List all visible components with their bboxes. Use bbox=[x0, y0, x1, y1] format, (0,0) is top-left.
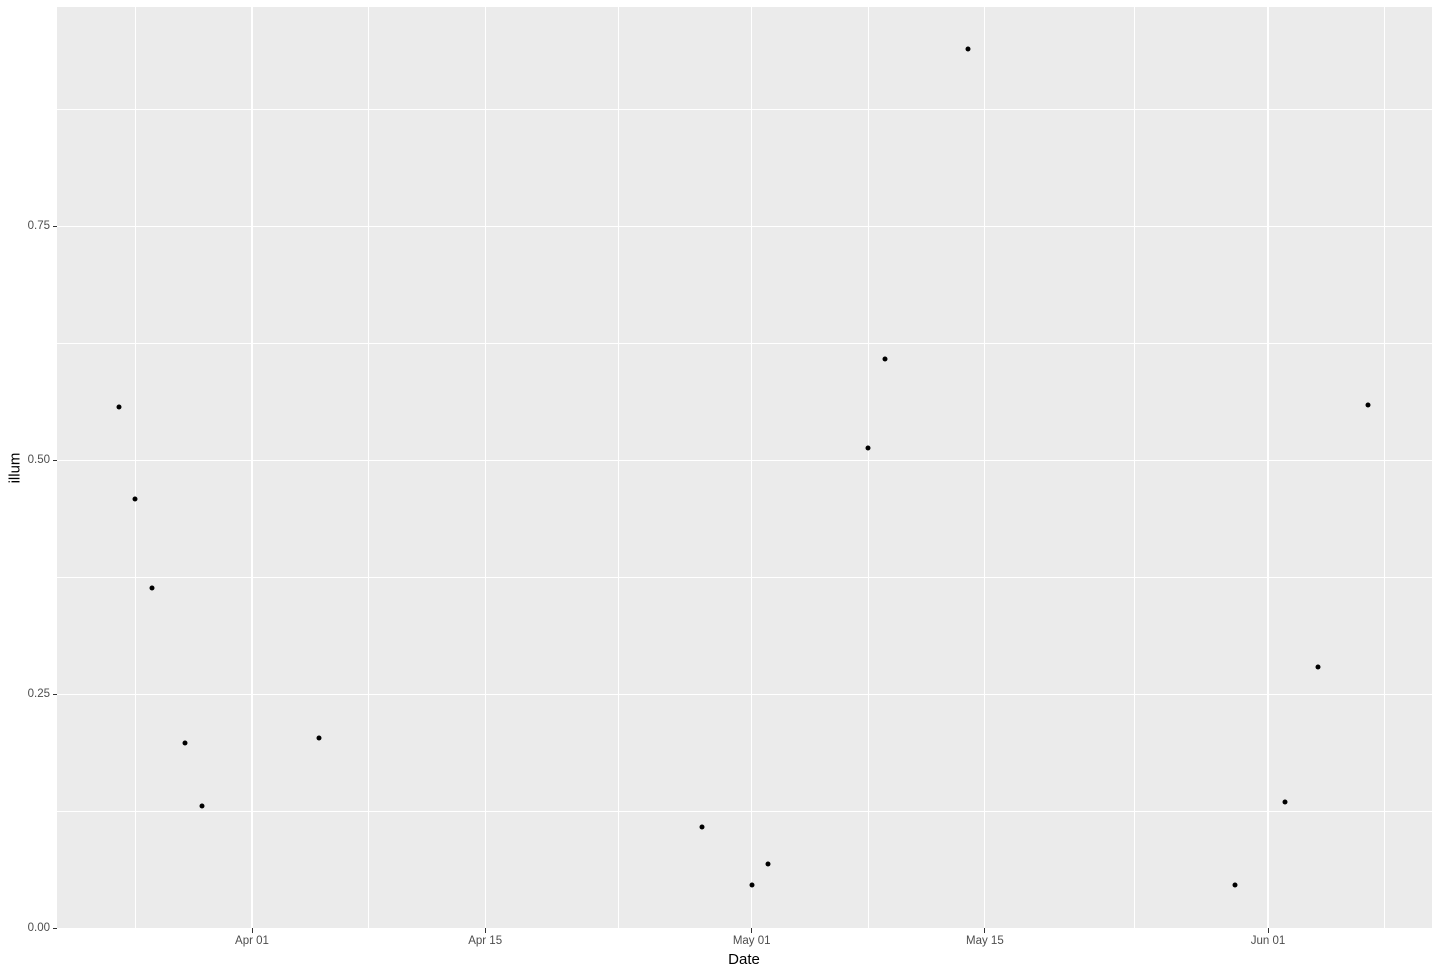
y-major-gridline bbox=[57, 693, 1432, 696]
data-point bbox=[965, 46, 971, 52]
x-tick-label: Jun 01 bbox=[1250, 935, 1286, 947]
x-tick-label: Apr 15 bbox=[468, 935, 503, 947]
y-tick-label: 0.25 bbox=[27, 688, 50, 701]
x-tick-mark bbox=[984, 928, 986, 933]
y-major-gridline bbox=[57, 226, 1432, 228]
data-point bbox=[1232, 882, 1238, 888]
x-tick-mark bbox=[1267, 928, 1269, 933]
y-tick-mark bbox=[52, 694, 57, 696]
y-tick-mark bbox=[52, 928, 57, 930]
y-minor-gridline bbox=[57, 577, 1432, 578]
data-point bbox=[699, 824, 705, 830]
data-point bbox=[882, 356, 888, 362]
y-tick-mark bbox=[52, 460, 57, 462]
x-minor-gridline bbox=[135, 7, 136, 928]
x-major-gridline bbox=[751, 7, 753, 928]
y-tick-label: 0.75 bbox=[27, 220, 50, 233]
x-axis-title: Date bbox=[728, 951, 760, 968]
y-axis-title: illum bbox=[6, 452, 24, 484]
x-major-gridline bbox=[484, 7, 486, 928]
y-tick-mark bbox=[52, 226, 57, 228]
data-point bbox=[1315, 664, 1321, 670]
x-minor-gridline bbox=[867, 7, 869, 928]
data-point bbox=[1282, 799, 1288, 805]
y-major-gridline bbox=[57, 460, 1432, 462]
y-minor-gridline bbox=[57, 811, 1432, 812]
x-minor-gridline bbox=[618, 7, 619, 928]
y-minor-gridline bbox=[57, 109, 1432, 111]
x-tick-label: Apr 01 bbox=[235, 935, 269, 947]
data-point bbox=[765, 861, 771, 867]
x-minor-gridline bbox=[1384, 7, 1385, 928]
data-point bbox=[199, 803, 205, 809]
x-tick-mark bbox=[484, 928, 486, 933]
data-point bbox=[865, 445, 871, 451]
data-point bbox=[749, 882, 755, 888]
x-minor-gridline bbox=[368, 7, 369, 928]
x-tick-label: May 01 bbox=[732, 935, 771, 947]
x-tick-mark bbox=[751, 928, 753, 933]
data-point bbox=[316, 735, 322, 741]
x-minor-gridline bbox=[1134, 7, 1136, 928]
chart-panel bbox=[57, 7, 1432, 928]
x-tick-label: May 15 bbox=[966, 935, 1004, 947]
y-tick-label: 0.50 bbox=[27, 454, 50, 467]
data-point bbox=[1365, 402, 1371, 408]
data-point bbox=[116, 404, 122, 410]
x-major-gridline bbox=[251, 7, 253, 928]
data-point bbox=[132, 496, 138, 502]
data-point bbox=[182, 740, 188, 746]
x-tick-mark bbox=[251, 928, 253, 933]
data-point bbox=[149, 585, 155, 591]
x-major-gridline bbox=[1267, 7, 1269, 928]
y-minor-gridline bbox=[57, 343, 1432, 345]
x-major-gridline bbox=[984, 7, 986, 928]
y-tick-label: 0.00 bbox=[27, 922, 50, 934]
